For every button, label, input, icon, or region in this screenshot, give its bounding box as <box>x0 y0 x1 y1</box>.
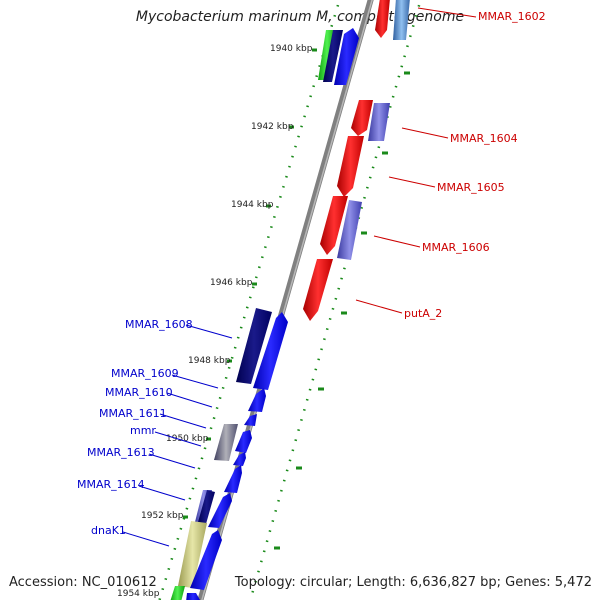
gene-mmar-1611b-arrow[interactable] <box>214 424 238 461</box>
gene-mmar-1606-arrow[interactable] <box>320 196 348 255</box>
gene-dnak1-arrow[interactable] <box>178 521 207 588</box>
gene-1954-blue-arrow[interactable] <box>186 593 200 600</box>
outer-major-ticks <box>274 71 410 550</box>
gene-label-mmar-1610[interactable]: MMAR_1610 <box>105 386 173 399</box>
gene-label-mmar-1609[interactable]: MMAR_1609 <box>111 367 179 380</box>
gene-mmar-1604b-arrow[interactable] <box>368 103 390 141</box>
gene-mmar-1606b-arrow[interactable] <box>337 200 362 260</box>
ruler-major-ticks <box>183 48 317 519</box>
ruler-label-1940: 1940 kbp <box>270 44 313 54</box>
gene-label-mmar-1606[interactable]: MMAR_1606 <box>422 241 490 254</box>
gene-label-mmar-1614[interactable]: MMAR_1614 <box>77 478 145 491</box>
ruler-line-outer <box>249 0 422 600</box>
ruler-label-1942: 1942 kbp <box>251 122 294 132</box>
ruler-line-inner <box>158 0 341 600</box>
gene-1939-navy-arrow[interactable] <box>323 30 343 82</box>
gene-mmar-1614b-arrow[interactable] <box>198 490 215 524</box>
gene-mmar-1602-arrow[interactable] <box>375 0 390 38</box>
gene-mmar-1614c-arrow[interactable] <box>208 493 232 528</box>
gene-mmar-1605-arrow[interactable] <box>337 136 364 197</box>
gene-mmar-1613a-arrow[interactable] <box>233 452 246 466</box>
gene-puta-2-arrow[interactable] <box>303 259 333 321</box>
forward-gene-labels: MMAR_1608 MMAR_1609 MMAR_1610 MMAR_1611 … <box>77 318 233 547</box>
genome-summary-text: Topology: circular; Length: 6,636,827 bp… <box>234 575 592 590</box>
gene-label-mmar-1602[interactable]: MMAR_1602 <box>478 10 546 23</box>
ruler-label-1946: 1946 kbp <box>210 278 253 288</box>
gene-label-dnak1[interactable]: dnaK1 <box>91 524 126 537</box>
gene-mmr-arrow[interactable] <box>235 430 252 453</box>
ruler-label-1948: 1948 kbp <box>188 356 231 366</box>
gene-mmar-1610-arrow[interactable] <box>248 388 266 412</box>
ruler-label-1954: 1954 kbp <box>117 589 160 599</box>
gene-label-mmr[interactable]: mmr <box>130 424 156 437</box>
reverse-gene-labels: MMAR_1602 MMAR_1604 MMAR_1605 MMAR_1606 … <box>355 7 546 320</box>
gene-label-puta-2[interactable]: putA_2 <box>404 307 442 320</box>
ruler-label-1944: 1944 kbp <box>231 200 274 210</box>
gene-mmar-1613b-arrow[interactable] <box>224 465 242 493</box>
ruler-label-1952: 1952 kbp <box>141 511 184 521</box>
gene-mmar-1604-arrow[interactable] <box>351 100 373 136</box>
gene-label-mmar-1611[interactable]: MMAR_1611 <box>99 407 167 420</box>
gene-mmar-1608-arrow[interactable] <box>236 308 272 384</box>
gene-1939-blue-arrow[interactable] <box>334 28 359 85</box>
gene-label-mmar-1604[interactable]: MMAR_1604 <box>450 132 518 145</box>
ruler-label-1950: 1950 kbp <box>166 434 209 444</box>
gene-label-mmar-1613[interactable]: MMAR_1613 <box>87 446 155 459</box>
gene-1954-green-arrow[interactable] <box>170 586 185 600</box>
gene-label-mmar-1608[interactable]: MMAR_1608 <box>125 318 193 331</box>
gene-dnak1b-arrow[interactable] <box>190 530 222 590</box>
gene-label-mmar-1605[interactable]: MMAR_1605 <box>437 181 505 194</box>
gene-mmar-1603-arrow[interactable] <box>393 0 410 40</box>
gene-mmar-1609-arrow[interactable] <box>253 312 288 390</box>
reverse-strand-features <box>303 0 410 321</box>
forward-strand-features <box>170 28 359 600</box>
gene-mmar-1611-arrow[interactable] <box>244 414 257 426</box>
accession-text: Accession: NC_010612 <box>9 575 157 590</box>
